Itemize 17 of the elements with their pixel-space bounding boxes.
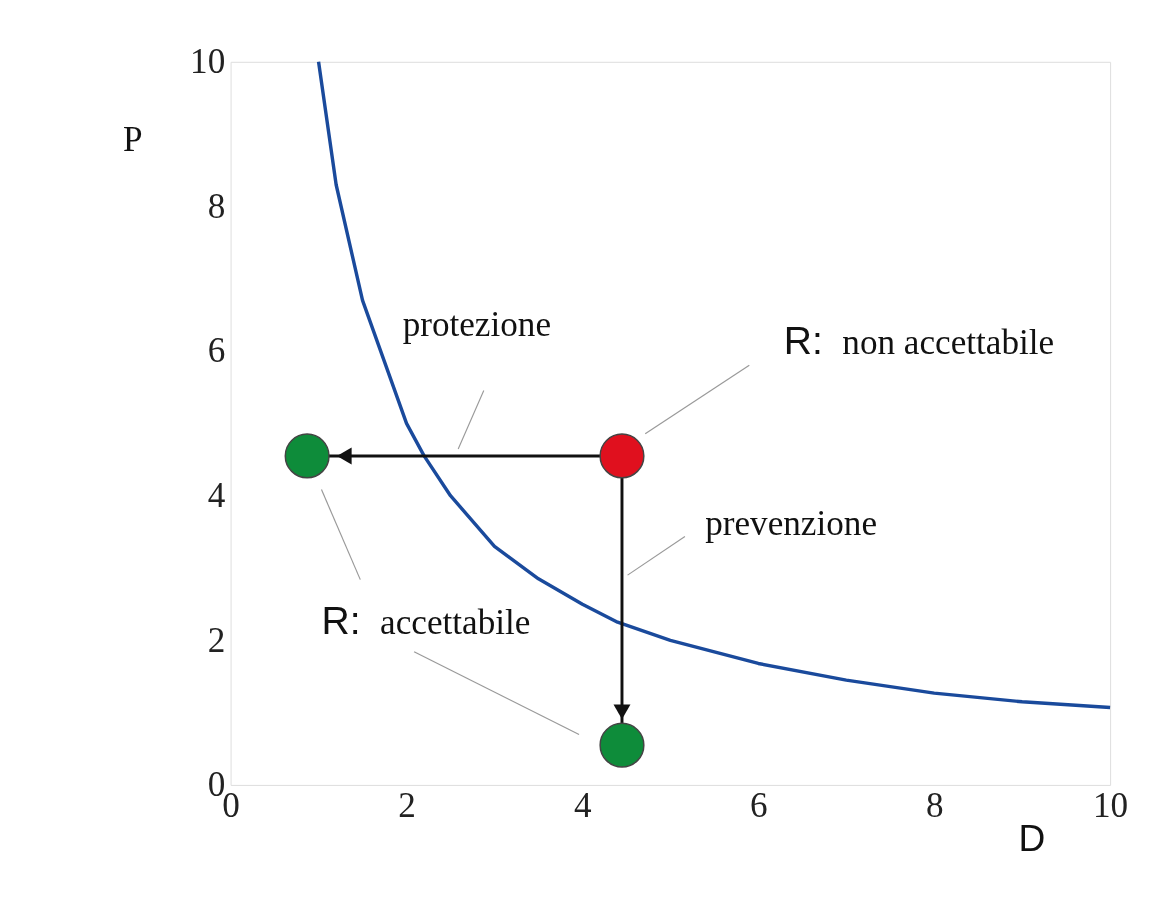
- y-tick-label: 8: [207, 186, 226, 226]
- y-tick-label: 10: [190, 42, 226, 82]
- y-tick-label: 4: [207, 475, 226, 515]
- x-tick-label: 6: [750, 785, 768, 825]
- y-axis-title: P: [123, 119, 143, 159]
- x-tick-label: 10: [1093, 785, 1129, 825]
- line-series: [316, 60, 1112, 710]
- annotation: R: non accettabile: [783, 319, 1055, 363]
- annotation: R: accettabile: [321, 598, 531, 642]
- x-tick-label: 8: [925, 785, 944, 825]
- annotation: protezione: [402, 305, 552, 345]
- y-tick-label: 2: [207, 620, 226, 660]
- y-tick-label: 6: [207, 331, 226, 371]
- annotation: prevenzione: [705, 503, 877, 543]
- x-tick-label: 2: [398, 785, 416, 825]
- x-tick-label: 4: [574, 785, 593, 825]
- x-axis-title: D: [1018, 817, 1046, 860]
